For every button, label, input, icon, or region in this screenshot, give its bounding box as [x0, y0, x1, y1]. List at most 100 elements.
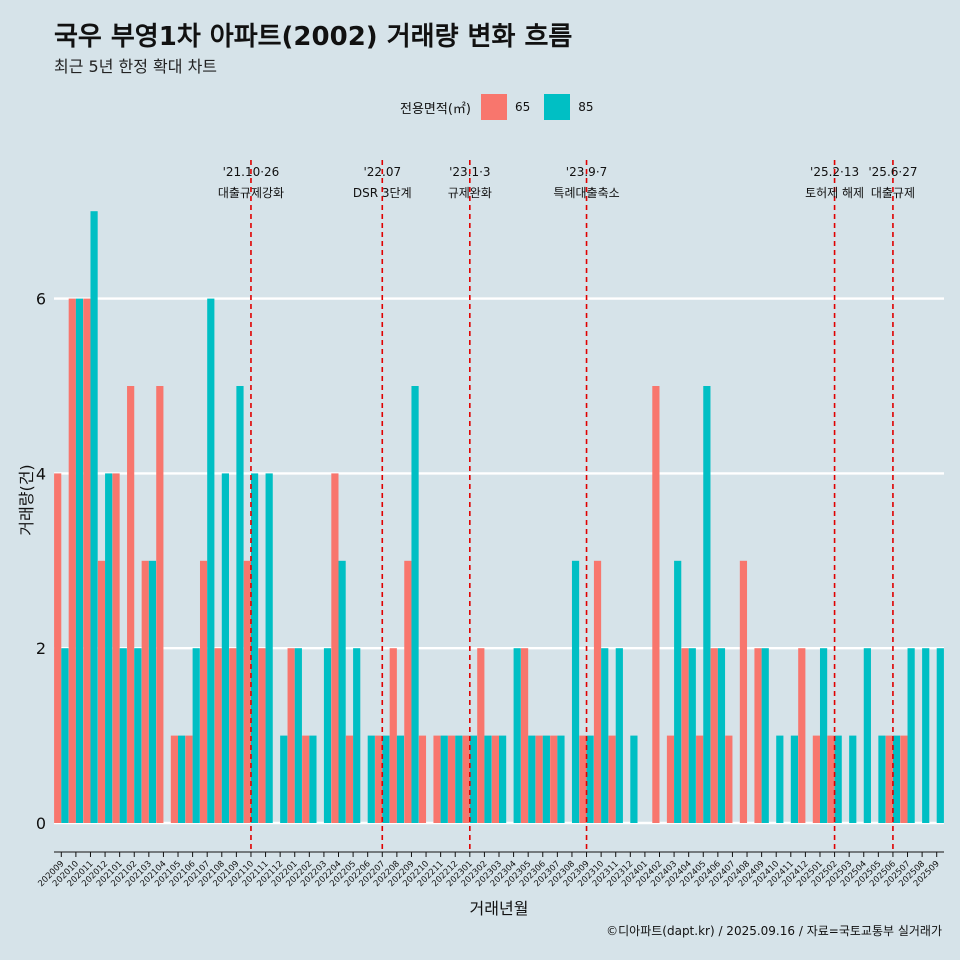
bar-65-202009 [54, 473, 62, 823]
event-label: 토허제 해제 [805, 186, 864, 200]
bar-85-202010 [75, 298, 84, 824]
event-date: '23.9·7 [566, 165, 607, 179]
legend-label-85: 85 [578, 100, 594, 114]
event-date: '21.10·26 [223, 165, 280, 179]
event-date: '22.07 [363, 165, 401, 179]
bar-65-202107 [199, 560, 208, 823]
bar-65-202507 [900, 735, 908, 823]
event-label: DSR 3단계 [353, 186, 412, 200]
bar-85-202502 [834, 735, 842, 823]
bar-85-202209 [411, 386, 419, 823]
bar-65-202105 [170, 735, 179, 823]
bar-65-202103 [141, 560, 149, 823]
bar-65-202309 [579, 735, 587, 823]
bar-65-202110 [243, 560, 251, 823]
bar-65-202305 [520, 648, 529, 823]
legend-label-65: 65 [514, 100, 531, 114]
bar-65-202409 [754, 648, 762, 823]
bar-85-202107 [207, 298, 215, 824]
bar-85-202202 [309, 735, 317, 823]
bar-85-202505 [878, 735, 886, 823]
legend-key-85 [544, 94, 571, 120]
bar-85-202207 [382, 735, 390, 823]
y-tick-label: 2 [36, 639, 46, 658]
bar-85-202406 [717, 648, 726, 823]
bar-65-202108 [214, 648, 222, 823]
bar-85-202404 [688, 648, 696, 823]
bar-65-202403 [666, 735, 675, 823]
bar-65-202012 [97, 560, 106, 823]
legend-title: 전용면적(㎡) [400, 101, 471, 117]
bar-65-202412 [798, 648, 806, 823]
bar-85-202211 [440, 735, 448, 823]
bar-65-202104 [156, 386, 164, 823]
bar-65-202102 [127, 386, 135, 823]
bar-65-202109 [229, 648, 237, 823]
event-date: '23.1·3 [449, 165, 490, 179]
bar-85-202012 [105, 473, 113, 823]
bar-85-202111 [265, 473, 273, 823]
legend-key-65 [480, 94, 507, 120]
bar-85-202102 [134, 648, 142, 823]
bar-85-202105 [178, 735, 186, 823]
bar-85-202108 [221, 473, 229, 823]
bar-85-202409 [761, 648, 769, 823]
bar-65-202201 [287, 648, 295, 823]
y-tick-label: 0 [36, 814, 46, 833]
bar-65-202212 [448, 735, 456, 823]
bar-65-202303 [491, 735, 499, 823]
bar-65-202111 [258, 648, 266, 823]
bar-65-202101 [112, 473, 120, 823]
bar-85-202009 [61, 648, 69, 823]
bar-85-202507 [907, 648, 915, 823]
bar-65-202402 [652, 386, 660, 823]
bar-85-202112 [280, 735, 288, 823]
bar-85-202109 [236, 386, 244, 823]
bar-85-202306 [542, 735, 550, 823]
bar-85-202403 [674, 560, 682, 823]
bar-85-202509 [936, 648, 944, 823]
event-date: '25.6·27 [868, 165, 917, 179]
bar-85-202312 [630, 735, 638, 823]
bar-85-202311 [615, 648, 623, 823]
event-label: 대출규제강화 [218, 186, 284, 200]
y-tick-label: 4 [36, 464, 46, 483]
bar-85-202103 [148, 560, 157, 823]
bar-85-202204 [338, 560, 346, 823]
bar-65-202208 [389, 648, 397, 823]
event-label: 특례대출축소 [553, 186, 619, 200]
bar-65-202307 [550, 735, 558, 823]
bar-85-202303 [499, 735, 507, 823]
x-axis-title: 거래년월 [470, 899, 529, 918]
bar-85-202201 [294, 648, 302, 823]
bar-65-202202 [302, 735, 310, 823]
bar-85-202301 [469, 735, 478, 823]
bar-65-202106 [185, 735, 193, 823]
bar-85-202205 [353, 648, 361, 823]
chart-title: 국우 부영1차 아파트(2002) 거래량 변화 흐름 [54, 22, 573, 52]
bar-85-202302 [484, 735, 492, 823]
bar-85-202405 [703, 386, 711, 823]
bar-85-202309 [586, 735, 594, 823]
bar-65-202204 [331, 473, 339, 823]
bar-85-202504 [863, 648, 871, 823]
bar-85-202101 [119, 648, 127, 823]
legend: 전용면적(㎡) 65 85 [400, 93, 608, 121]
bar-85-202501 [819, 648, 828, 823]
chart-subtitle: 최근 5년 한정 확대 차트 [54, 57, 218, 76]
bar-65-202407 [725, 735, 733, 823]
bar-65-202405 [696, 735, 704, 823]
bar-65-202501 [812, 735, 820, 823]
y-tick-label: 6 [36, 290, 46, 309]
bar-65-202310 [593, 560, 602, 823]
bar-65-202404 [681, 648, 689, 823]
y-axis-title: 거래량(건) [17, 464, 36, 535]
bar-65-202406 [710, 648, 718, 823]
event-label: 대출규제 [871, 186, 915, 200]
bar-85-202206 [367, 735, 375, 823]
bar-65-202301 [462, 735, 470, 823]
bar-65-202011 [83, 298, 91, 824]
event-label: 규제완화 [448, 186, 492, 200]
bar-65-202209 [404, 560, 412, 823]
